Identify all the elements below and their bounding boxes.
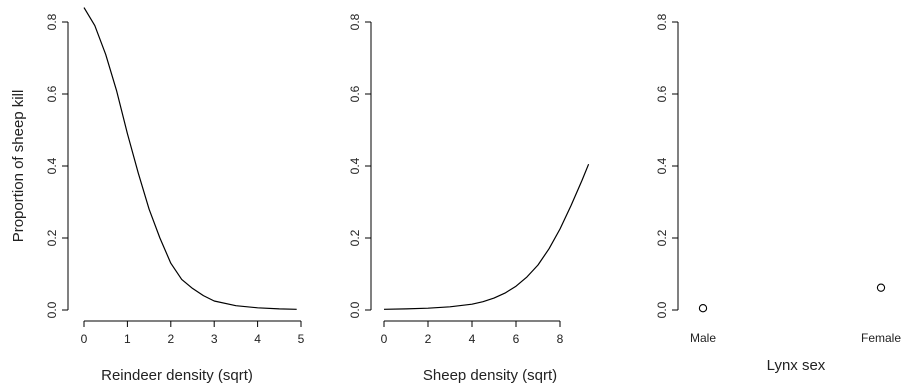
panel-sheep: 0.0 0.2 0.4 0.6 0.8 0 2 4 6 8 Sheep density (sqr… bbox=[348, 13, 590, 384]
panel-sheep-y-tick-label: 0.0 bbox=[348, 301, 362, 318]
panel-lynx-sex-y-tick-label: 0.6 bbox=[655, 85, 669, 102]
panel-lynx-sex-y-tick-label: 0.8 bbox=[655, 13, 669, 30]
panel-lynx-sex-x-tick-label: Male bbox=[690, 331, 716, 345]
panel-reindeer-x-tick-label: 3 bbox=[211, 332, 218, 346]
panel-sheep-x-tick-label: 6 bbox=[513, 332, 520, 346]
panel-lynx-sex-y-tick-label: 0.4 bbox=[655, 157, 669, 174]
panel-sheep-x-tick-label: 2 bbox=[425, 332, 432, 346]
panel-lynx-sex-x-tick-label: Female bbox=[861, 331, 901, 345]
panel-reindeer-x-tick-label: 4 bbox=[254, 332, 261, 346]
panel-reindeer-y-tick-label: 0.2 bbox=[45, 229, 59, 246]
panel-sheep-x-tick-label: 4 bbox=[469, 332, 476, 346]
panel-sheep-x-title: Sheep density (sqrt) bbox=[423, 367, 557, 384]
panel-reindeer-marks bbox=[83, 7, 297, 310]
panel-reindeer-x-tick-label: 5 bbox=[298, 332, 305, 346]
panel-reindeer: 0.0 0.2 0.4 0.6 0.8 0 1 2 3 4 5 Reindeer density … bbox=[45, 7, 305, 384]
panel-sheep-y-tick-label: 0.4 bbox=[348, 157, 362, 174]
panel-reindeer-series-line bbox=[83, 7, 297, 310]
panel-sheep-y-tick-label: 0.8 bbox=[348, 13, 362, 30]
panel-reindeer-y-axis: 0.0 0.2 0.4 0.6 0.8 bbox=[45, 13, 69, 318]
panel-reindeer-y-tick-label: 0.8 bbox=[45, 13, 59, 30]
panel-sheep-series-line bbox=[383, 163, 590, 310]
panel-lynx-sex-y-tick-label: 0.0 bbox=[655, 301, 669, 318]
panel-sheep-x-tick-label: 8 bbox=[557, 332, 564, 346]
panel-reindeer-x-tick-label: 0 bbox=[81, 332, 88, 346]
panel-lynx-sex-x-axis: Male Female bbox=[690, 331, 901, 345]
panel-lynx-sex-marks bbox=[698, 283, 886, 313]
panel-lynx-sex: 0.0 0.2 0.4 0.6 0.8 Male Female Lynx sex bbox=[655, 13, 901, 374]
panel-sheep-y-tick-label: 0.6 bbox=[348, 85, 362, 102]
panel-reindeer-y-tick-label: 0.4 bbox=[45, 157, 59, 174]
panel-lynx-sex-x-title: Lynx sex bbox=[767, 357, 826, 374]
panel-lynx-sex-y-axis: 0.0 0.2 0.4 0.6 0.8 bbox=[655, 13, 679, 318]
panel-lynx-sex-point-male bbox=[698, 304, 708, 313]
panel-lynx-sex-point-female bbox=[876, 283, 886, 292]
panel-reindeer-x-tick-label: 2 bbox=[167, 332, 174, 346]
panel-sheep-y-tick-label: 0.2 bbox=[348, 229, 362, 246]
panel-reindeer-y-tick-label: 0.6 bbox=[45, 85, 59, 102]
panel-reindeer-y-tick-label: 0.0 bbox=[45, 301, 59, 318]
shared-y-axis-title: Proportion of sheep kill bbox=[10, 90, 27, 243]
panel-sheep-x-axis: 0 2 4 6 8 bbox=[381, 320, 564, 346]
panel-reindeer-x-title: Reindeer density (sqrt) bbox=[101, 367, 253, 384]
panel-lynx-sex-y-tick-label: 0.2 bbox=[655, 229, 669, 246]
panel-reindeer-x-axis: 0 1 2 3 4 5 bbox=[81, 320, 305, 346]
panel-sheep-x-tick-label: 0 bbox=[381, 332, 388, 346]
panel-sheep-marks bbox=[383, 163, 590, 310]
panel-reindeer-x-tick-label: 1 bbox=[124, 332, 131, 346]
panel-sheep-y-axis: 0.0 0.2 0.4 0.6 0.8 bbox=[348, 13, 372, 318]
